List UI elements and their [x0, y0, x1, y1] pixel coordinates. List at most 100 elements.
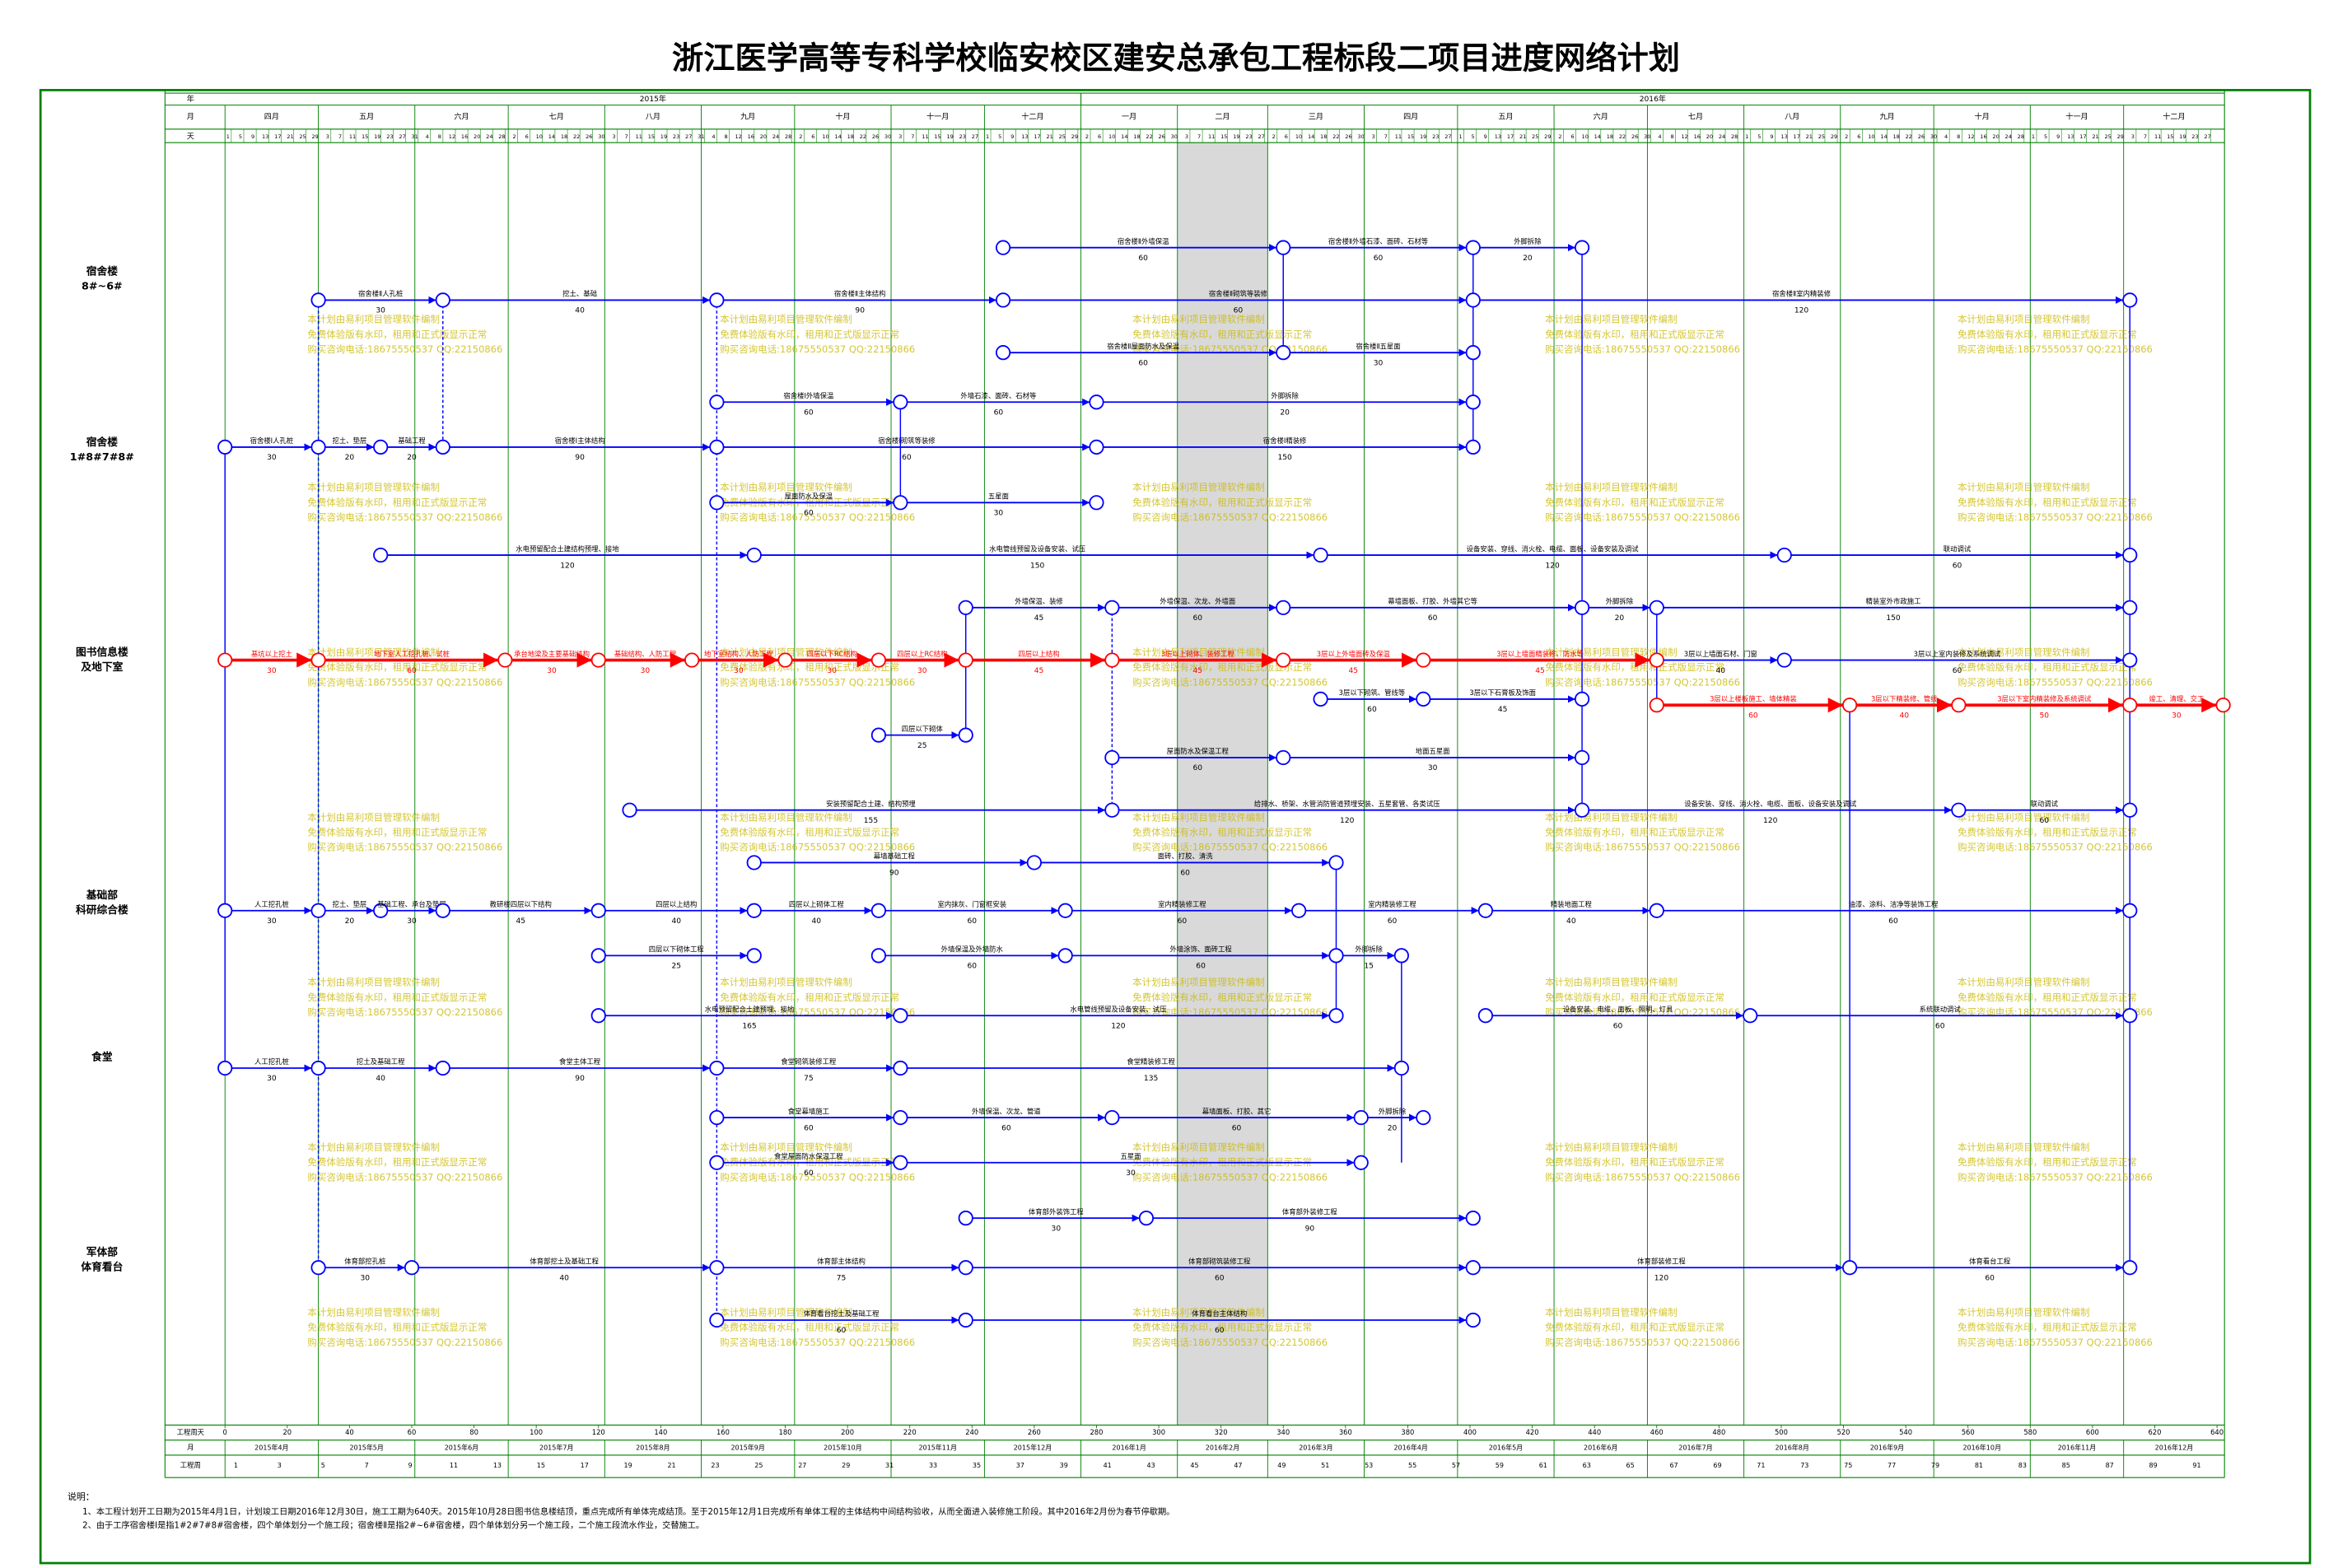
day-label: 25	[2104, 133, 2111, 140]
week-label: 19	[624, 1462, 632, 1469]
event-node	[310, 1260, 326, 1276]
activity-name: 宿舍楼Ⅱ人孔桩	[358, 290, 403, 298]
day-label: 5	[1757, 133, 1761, 140]
activity-duration: 30	[267, 1075, 277, 1083]
activity-name: 3层以上墙面石材、门窗	[1684, 650, 1757, 658]
event-node	[995, 240, 1011, 255]
day-label: 24	[2005, 133, 2012, 140]
week-label: 91	[2192, 1462, 2200, 1469]
month-label: 十月	[835, 112, 850, 122]
day-label: 14	[1308, 133, 1314, 140]
watermark: 本计划由易利项目管理软件编制	[720, 1306, 852, 1318]
activity-name: 水电预留配合土建结构预埋、接地	[516, 544, 619, 553]
watermark: 免费体验版有水印，租用和正式版显示正常	[307, 827, 487, 838]
day-label: 2	[799, 133, 802, 140]
day-label: 19	[374, 133, 380, 140]
section-label: 食堂	[91, 1051, 113, 1064]
event-node	[709, 1155, 725, 1170]
activity-duration: 60	[1953, 667, 1962, 675]
activity-name: 基础结构、人防工程	[614, 650, 677, 658]
watermark: 购买咨询电话:18675550537 QQ:22150866	[720, 1171, 915, 1183]
activity-duration: 60	[804, 1124, 814, 1132]
day-label: 25	[1532, 133, 1538, 140]
footer-month: 2016年6月	[1584, 1443, 1617, 1451]
activity-duration: 60	[994, 409, 1004, 418]
week-label: 85	[2062, 1462, 2070, 1469]
scale-label: 600	[2086, 1428, 2099, 1436]
event-node	[1465, 394, 1481, 410]
activity-duration: 60	[967, 917, 977, 926]
activity-duration: 45	[1348, 667, 1358, 675]
month-label: 七月	[1688, 113, 1703, 122]
activity-name: 宿舍楼Ⅰ人孔桩	[250, 436, 294, 445]
activity-duration: 45	[1498, 706, 1508, 714]
activity-name: 食堂屋面防水保温工程	[774, 1152, 843, 1160]
week-label: 81	[1975, 1462, 1983, 1469]
activity-name: 联动调试	[1944, 544, 1972, 553]
day-label: 24	[486, 133, 492, 140]
watermark: 购买咨询电话:18675550537 QQ:22150866	[1958, 511, 2153, 523]
section-label: 8#~6#	[82, 281, 123, 293]
day-label: 1	[1745, 133, 1748, 140]
day-label: 15	[934, 133, 940, 140]
day-label: 3	[612, 133, 615, 140]
month-label: 九月	[740, 112, 755, 122]
day-label: 11	[1208, 133, 1215, 140]
activity-name: 宿舍楼Ⅱ室内精装修	[1772, 290, 1832, 298]
event-node	[709, 394, 725, 410]
event-node	[2122, 547, 2138, 563]
month-label: 五月	[1498, 113, 1513, 122]
day-label: 21	[1046, 133, 1052, 140]
activity-duration: 90	[575, 1075, 585, 1083]
activity-name: 外脚拆除	[1271, 391, 1299, 399]
event-node	[590, 903, 606, 918]
activity-name: 系统联动调试	[1920, 1005, 1962, 1013]
event-node	[1649, 600, 1664, 615]
day-label: 29	[1831, 133, 1837, 140]
watermark: 免费体验版有水印，租用和正式版显示正常	[1545, 329, 1724, 340]
day-label: 29	[1544, 133, 1551, 140]
day-label: 29	[312, 133, 319, 140]
day-label: 22	[1619, 133, 1626, 140]
event-node	[2122, 1260, 2138, 1276]
activity-duration: 20	[1388, 1124, 1398, 1132]
section-label: 1#8#7#8#	[70, 451, 134, 464]
event-node	[217, 1060, 233, 1076]
event-node	[709, 1260, 725, 1276]
day-label: 15	[648, 133, 655, 140]
week-label: 3	[278, 1462, 282, 1469]
day-label: 17	[1507, 133, 1514, 140]
activity-name: 地面五星面	[1416, 747, 1450, 755]
event-node	[1328, 1008, 1344, 1024]
frame	[39, 89, 2312, 1565]
activity-name: 食堂主体工程	[559, 1057, 601, 1066]
week-label: 63	[1583, 1462, 1591, 1469]
day-label: 19	[1420, 133, 1426, 140]
activity-name: 体育部挖土及基础工程	[530, 1257, 599, 1265]
watermark: 购买咨询电话:18675550537 QQ:22150866	[720, 343, 915, 355]
activity-duration: 20	[407, 454, 417, 462]
activity-name: 外墙保温、次龙、管道	[972, 1107, 1041, 1115]
month-label: 六月	[1594, 112, 1608, 122]
watermark: 本计划由易利项目管理软件编制	[1132, 977, 1265, 988]
day-label: 14	[1880, 133, 1887, 140]
watermark: 免费体验版有水印，租用和正式版显示正常	[1958, 1322, 2137, 1333]
day-label: 18	[1133, 133, 1140, 140]
week-label: 49	[1277, 1462, 1286, 1469]
day-label: 10	[536, 133, 543, 140]
day-label: 4	[1658, 133, 1661, 140]
day-label: 7	[338, 133, 342, 140]
day-label: 27	[2204, 133, 2210, 140]
day-label: 4	[426, 133, 429, 140]
scale-label: 580	[2023, 1428, 2037, 1436]
watermark: 本计划由易利项目管理软件编制	[1545, 1141, 1678, 1153]
watermark: 免费体验版有水印，租用和正式版显示正常	[307, 661, 487, 673]
activity-duration: 45	[1535, 667, 1545, 675]
day-label: 17	[1794, 133, 1800, 140]
day-label: 6	[1285, 133, 1288, 140]
holiday-band	[1177, 142, 1268, 1426]
day-label: 8	[438, 133, 441, 140]
activity-duration: 60	[1613, 1022, 1623, 1030]
activity-name: 地下室人工挖孔桩、试桩	[374, 650, 450, 658]
day-label: 11	[1395, 133, 1402, 140]
